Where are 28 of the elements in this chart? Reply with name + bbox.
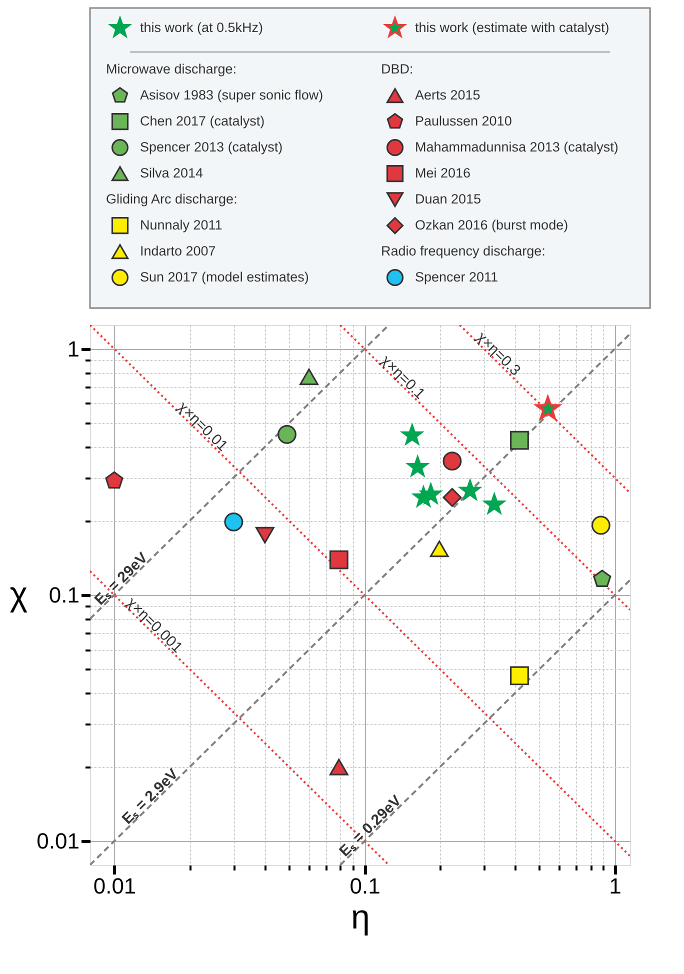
- legend-label: Mei 2016: [415, 166, 471, 181]
- y-tick-label: 0.1: [48, 582, 80, 608]
- legend-label: Silva 2014: [140, 166, 204, 181]
- y-axis-title: χ: [10, 576, 28, 614]
- legend-label: Aerts 2015: [415, 88, 480, 103]
- text: DBD:: [381, 62, 414, 77]
- legend-label: Mahammadunnisa 2013 (catalyst): [415, 140, 618, 155]
- x-tick-label: 1: [609, 874, 622, 898]
- text: Radio frequency discharge:: [381, 244, 546, 259]
- legend-label: Spencer 2011: [415, 270, 498, 285]
- legend-label: Ozkan 2016 (burst mode): [415, 218, 568, 233]
- legend-label: Nunnaly 2011: [140, 218, 222, 233]
- legend-label: Indarto 2007: [140, 244, 216, 259]
- legend-label: Chen 2017 (catalyst): [140, 114, 265, 129]
- legend-label: Asisov 1983 (super sonic flow): [140, 88, 324, 103]
- legend-label: Sun 2017 (model estimates): [140, 270, 309, 285]
- y-tick-label: 0.01: [36, 828, 80, 854]
- text: Microwave discharge:: [106, 62, 237, 77]
- legend-label: this work (estimate with catalyst): [415, 20, 610, 35]
- legend-label: Spencer 2013 (catalyst): [140, 140, 283, 155]
- legend-label: Paulussen 2010: [415, 114, 512, 129]
- text: Gliding Arc discharge:: [106, 192, 238, 207]
- legend-label: Duan 2015: [415, 192, 482, 207]
- x-tick-label: 0.01: [93, 874, 136, 898]
- x-tick-label: 0.1: [350, 874, 380, 898]
- legend-label: this work (at 0.5kHz): [140, 20, 264, 35]
- x-axis-title: η: [351, 898, 370, 936]
- y-tick-label: 1: [67, 336, 80, 362]
